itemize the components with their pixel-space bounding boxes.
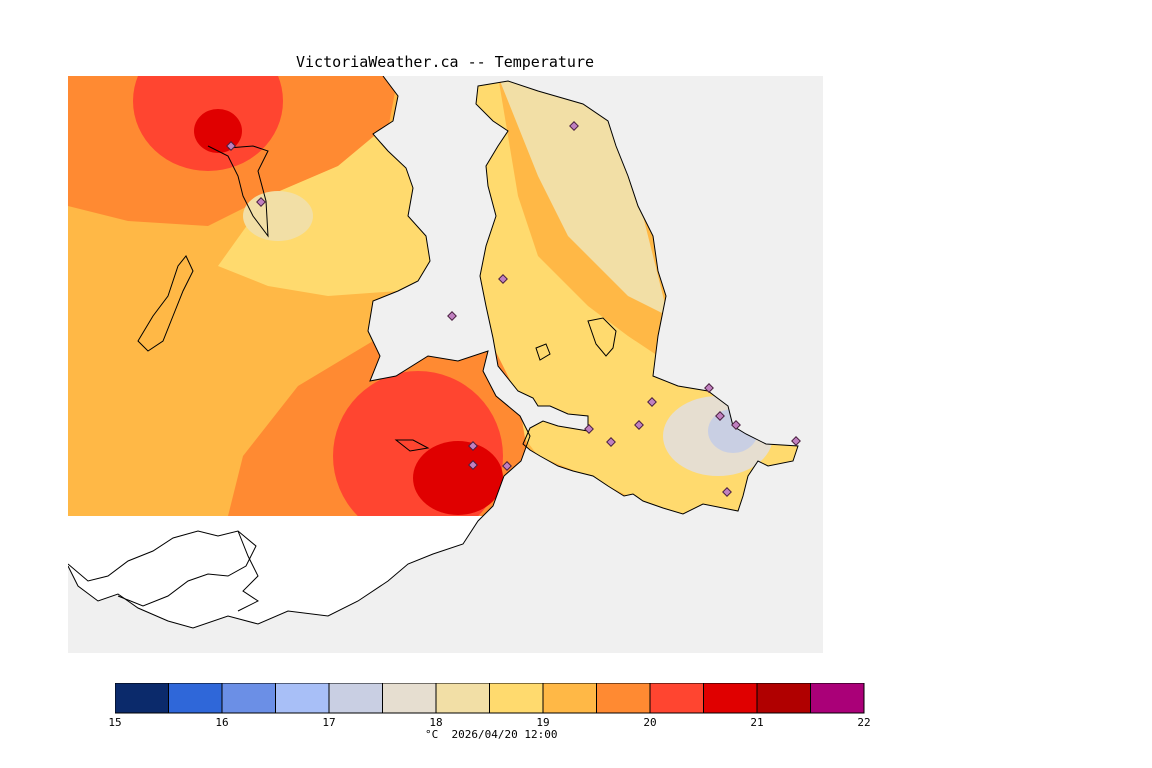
station-marker[interactable] [731, 420, 741, 430]
colorbar-caption: °C 2026/04/20 12:00 [425, 728, 558, 741]
station-marker[interactable] [715, 411, 725, 421]
station-marker[interactable] [468, 441, 478, 451]
weather-stations [226, 121, 801, 497]
station-marker[interactable] [569, 121, 579, 131]
station-marker[interactable] [606, 437, 616, 447]
station-marker[interactable] [704, 383, 714, 393]
colorbar-tick-label: 22 [857, 716, 871, 729]
colorbar-bin [168, 683, 223, 714]
colorbar-tick-label: 17 [322, 716, 336, 729]
station-marker[interactable] [722, 487, 732, 497]
station-marker[interactable] [498, 274, 508, 284]
colorbar-bin [649, 683, 704, 714]
station-marker[interactable] [256, 197, 266, 207]
station-marker[interactable] [584, 424, 594, 434]
map-title: VictoriaWeather.ca -- Temperature [295, 53, 594, 71]
station-marker[interactable] [447, 311, 457, 321]
coastline [68, 76, 799, 629]
colorbar-bin [275, 683, 330, 714]
station-marker[interactable] [634, 420, 644, 430]
colorbar-bin [435, 683, 490, 714]
colorbar-tick-label: 18 [429, 716, 443, 729]
colorbar-bin [810, 683, 865, 714]
temperature-map[interactable] [68, 76, 823, 653]
temperature-colorbar [115, 683, 865, 714]
station-marker[interactable] [502, 461, 512, 471]
colorbar-tick-label: 15 [108, 716, 122, 729]
colorbar-bin [382, 683, 437, 714]
station-marker[interactable] [647, 397, 657, 407]
colorbar-bin [542, 683, 597, 714]
colorbar-bin [115, 683, 169, 714]
colorbar-tick-label: 19 [536, 716, 550, 729]
station-marker[interactable] [226, 141, 236, 151]
colorbar-tick-label: 21 [750, 716, 764, 729]
colorbar-bin [703, 683, 758, 714]
station-marker[interactable] [468, 460, 478, 470]
colorbar-bin [756, 683, 811, 714]
colorbar-bin [596, 683, 651, 714]
colorbar-tick-label: 20 [643, 716, 657, 729]
colorbar-bin [489, 683, 544, 714]
colorbar-tick-label: 16 [215, 716, 229, 729]
colorbar-bin [221, 683, 276, 714]
station-marker[interactable] [791, 436, 801, 446]
colorbar-bin [328, 683, 383, 714]
